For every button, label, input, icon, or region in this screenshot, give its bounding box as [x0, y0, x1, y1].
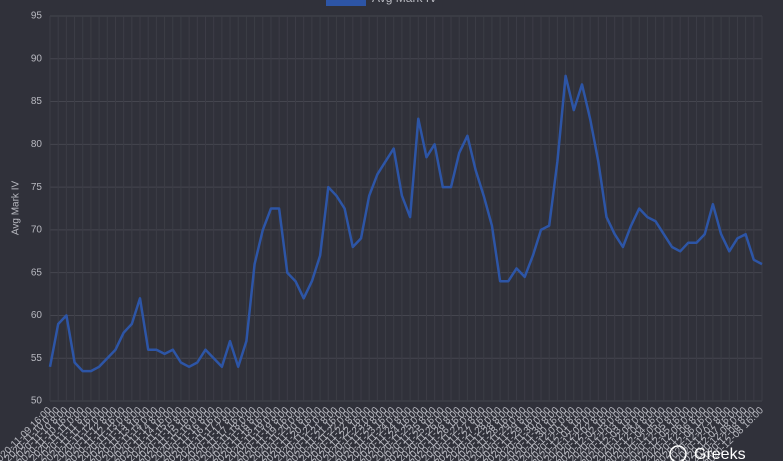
y-tick-label: 95 — [31, 11, 43, 22]
y-tick-label: 85 — [31, 96, 43, 107]
y-tick-label: 55 — [31, 353, 43, 364]
watermark-icon — [669, 445, 687, 461]
y-tick-label: 50 — [31, 396, 43, 407]
y-tick-label: 75 — [31, 182, 43, 193]
y-tick-label: 70 — [31, 225, 43, 236]
y-axis-title: Avg Mark IV — [11, 181, 22, 236]
y-tick-label: 65 — [31, 267, 43, 278]
y-tick-label: 80 — [31, 139, 43, 150]
legend-label: Avg Mark IV — [372, 0, 437, 5]
legend-swatch — [326, 0, 366, 6]
y-tick-label: 90 — [31, 53, 43, 64]
y-tick-label: 60 — [31, 310, 43, 321]
series-line — [48, 74, 763, 373]
watermark: Greeks — [694, 446, 746, 461]
